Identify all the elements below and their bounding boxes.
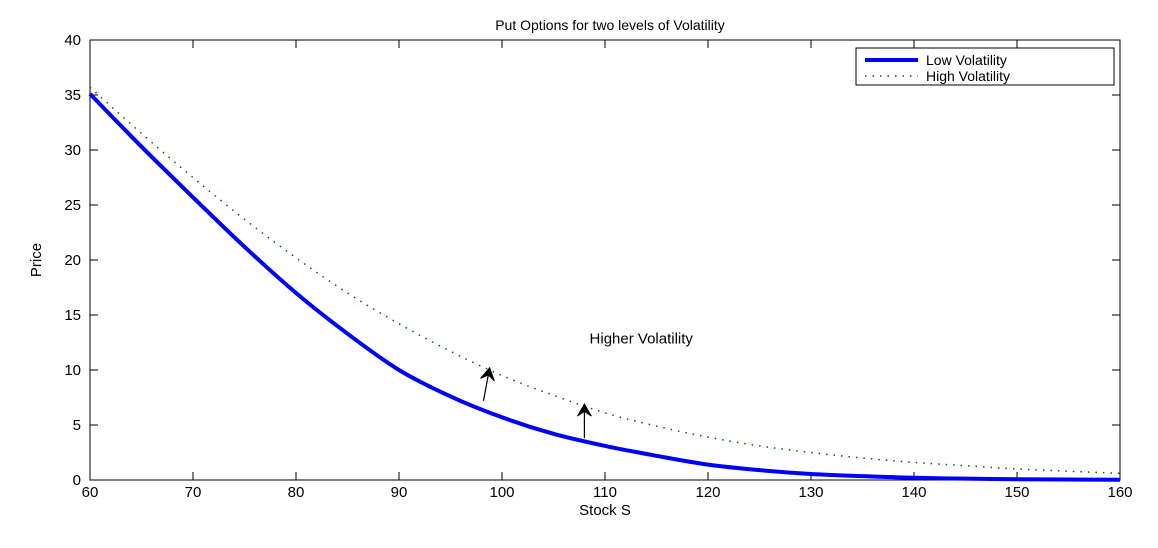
x-tick-label: 90: [391, 484, 408, 501]
x-tick-label: 60: [82, 484, 99, 501]
annotation-arrow-head: [576, 403, 592, 417]
y-tick-label: 5: [73, 417, 81, 434]
y-axis-label: Price: [28, 243, 45, 277]
series-group: [88, 86, 1121, 482]
legend-label: High Volatility: [926, 68, 1010, 84]
x-tick-label: 160: [1107, 484, 1132, 501]
y-tick-label: 40: [64, 32, 81, 49]
x-tick-label: 100: [489, 484, 514, 501]
legend-box: [855, 47, 1115, 86]
y-tick-label: 25: [64, 197, 81, 214]
series-line-low-volatility: [88, 92, 1121, 482]
x-tick-label: 80: [288, 484, 305, 501]
chart-title: Put Options for two levels of Volatility: [495, 17, 725, 33]
series-line-high-volatility: [89, 86, 1121, 475]
y-tick-label: 10: [64, 362, 81, 379]
x-tick-label: 140: [901, 484, 926, 501]
legend-label: Low Volatility: [926, 52, 1007, 68]
x-tick-label: 120: [695, 484, 720, 501]
y-tick-label: 20: [64, 252, 81, 269]
plot-area: [89, 39, 1121, 481]
y-tick-label: 35: [64, 87, 81, 104]
y-tick-label: 0: [73, 472, 81, 489]
x-tick-label: 70: [185, 484, 202, 501]
x-axis-label: Stock S: [579, 502, 631, 519]
annotation-arrow-head: [480, 366, 495, 382]
axes: 60 70 80 90 100 110 120 130 140 150 160 0 5 10 15 20 25 3…: [64, 32, 1132, 501]
x-tick-label: 130: [798, 484, 823, 501]
x-tick-label: 110: [593, 484, 617, 501]
annotation-text: Higher Volatility: [590, 331, 694, 348]
y-tick-label: 30: [64, 142, 81, 159]
annotations: Higher Volatility: [480, 331, 694, 439]
y-tick-label: 15: [64, 307, 81, 324]
x-tick-label: 150: [1004, 484, 1029, 501]
